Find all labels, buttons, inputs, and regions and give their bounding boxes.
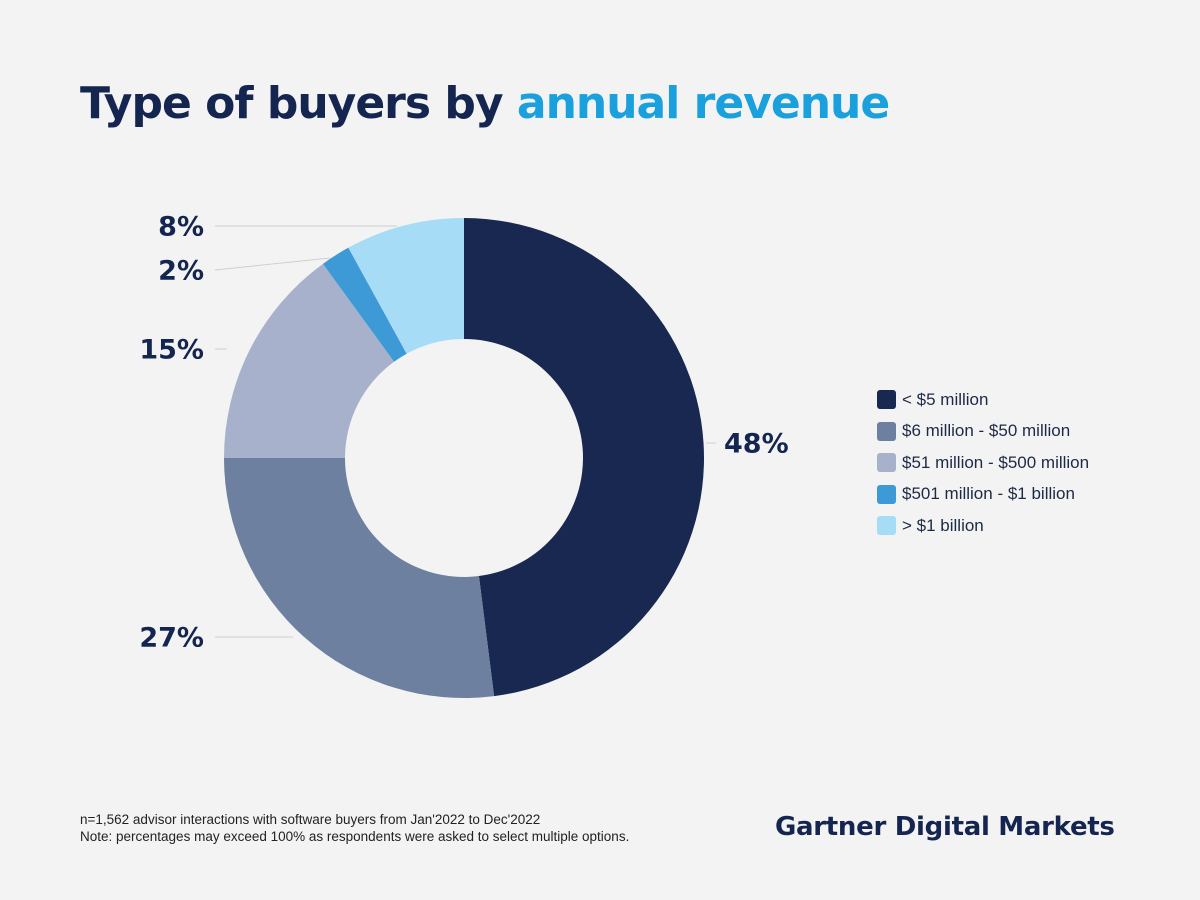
donut-slice-6-million-50-million	[224, 458, 495, 698]
legend-label: $51 million - $500 million	[902, 452, 1090, 472]
data-label-51-million-500-million: 15%	[139, 335, 204, 366]
donut-slice-51-million-500-million	[224, 263, 395, 458]
data-label-1-billion: 8%	[158, 212, 204, 243]
chart-title-accent: annual revenue	[516, 78, 890, 129]
legend-swatch	[877, 421, 896, 441]
legend-swatch	[877, 453, 896, 473]
legend-label: $501 million - $1 billion	[902, 484, 1075, 504]
data-label-501-million-1-billion: 2%	[158, 256, 204, 287]
footnote-sample-size: n=1,562 advisor interactions with softwa…	[80, 812, 541, 827]
leader-line-501-million-1-billion	[214, 257, 331, 271]
donut-slice-5-million	[464, 218, 705, 697]
chart-legend: < $5 million $6 million - $50 million $51 …	[877, 384, 1089, 542]
legend-swatch	[877, 390, 896, 410]
legend-label: > $1 billion	[902, 515, 984, 535]
legend-swatch	[877, 516, 896, 536]
donut-slice-1-billion	[348, 218, 464, 354]
legend-item-5-million: < $5 million	[877, 384, 1089, 416]
data-label-5-million: 48%	[724, 429, 789, 460]
footnote-note: Note: percentages may exceed 100% as res…	[80, 829, 630, 844]
data-label-6-million-50-million: 27%	[139, 623, 204, 654]
legend-label: < $5 million	[902, 389, 989, 409]
legend-item-6-million-50-million: $6 million - $50 million	[877, 416, 1089, 448]
legend-item-1-billion: > $1 billion	[877, 510, 1089, 542]
footnote: n=1,562 advisor interactions with softwa…	[80, 811, 629, 845]
donut-slice-501-million-1-billion	[322, 247, 407, 362]
brand-wordmark: Gartner Digital Markets	[775, 812, 1115, 842]
legend-item-51-million-500-million: $51 million - $500 million	[877, 447, 1089, 479]
chart-title: Type of buyers by annual revenue	[80, 76, 890, 132]
legend-item-501-million-1-billion: $501 million - $1 billion	[877, 479, 1089, 511]
chart-title-main: Type of buyers by	[80, 78, 517, 129]
legend-swatch	[877, 484, 896, 504]
legend-label: $6 million - $50 million	[902, 421, 1071, 441]
